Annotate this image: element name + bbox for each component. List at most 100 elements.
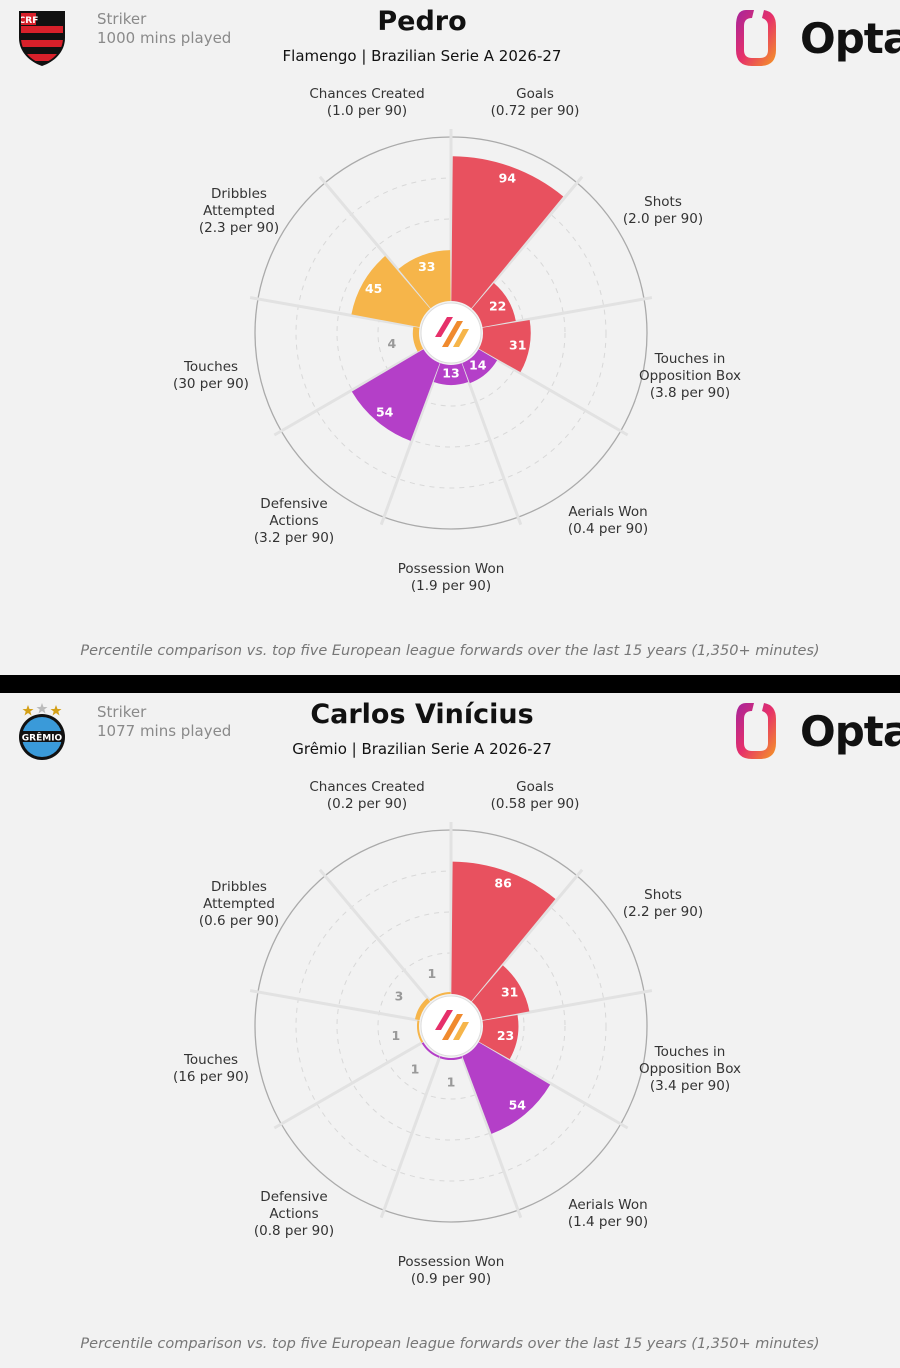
radar-spoke (482, 989, 653, 1022)
radar-sector-3 (462, 349, 498, 384)
radar-spoke (477, 1040, 629, 1130)
radar-category-label: (0.4 per 90) (568, 521, 648, 537)
percentile-radar-chart: 94 Goals(0.72 per 90) 22 Shots(2.0 per 90) 3… (173, 86, 741, 594)
radar-category-label: Possession Won (398, 1254, 505, 1270)
player-team-league: Grêmio | Brazilian Serie A 2026-27 (292, 740, 552, 758)
radar-sector-6 (412, 326, 424, 352)
radar-sector-4 (433, 363, 469, 386)
radar-category-label: (2.3 per 90) (199, 220, 279, 236)
radar-category-label: (0.6 per 90) (199, 913, 279, 929)
radar-value-label: 14 (469, 357, 487, 372)
radar-category-label: Attempted (203, 203, 275, 219)
radar-category-label: Shots (644, 194, 682, 210)
radar-category-label: Aerials Won (568, 504, 647, 520)
opta-mark-icon (435, 1010, 469, 1040)
radar-sector-2 (478, 1014, 519, 1060)
svg-text:CRF: CRF (19, 16, 39, 26)
radar-category-label: Defensive (260, 496, 327, 512)
radar-spoke (318, 868, 432, 1003)
radar-sector-2 (478, 319, 531, 373)
radar-grid-ring (336, 911, 566, 1141)
radar-sector-5 (351, 349, 440, 441)
gremio-crest: GRÊMIO (19, 703, 65, 760)
radar-value-label: 4 (388, 336, 397, 351)
radar-spoke (460, 1055, 523, 1219)
chart-footnote: Percentile comparison vs. top five Europ… (80, 1336, 820, 1352)
radar-value-label: 1 (447, 1075, 456, 1090)
radar-spoke (249, 296, 420, 329)
radar-sector-8 (398, 250, 451, 309)
radar-sector-8 (429, 992, 451, 1002)
player-card-pedro: CRF Striker 1000 mins played Pedro Flame… (0, 0, 900, 675)
radar-category-label: Dribbles (211, 186, 267, 202)
radar-category-label: (0.2 per 90) (327, 796, 407, 812)
radar-category-label: Goals (516, 86, 554, 102)
chart-footnote: Percentile comparison vs. top five Europ… (80, 643, 820, 659)
panel-divider (0, 675, 900, 693)
radar-category-label: Aerials Won (568, 1197, 647, 1213)
radar-sector-4 (439, 1056, 463, 1060)
radar-category-label: (0.9 per 90) (411, 1271, 491, 1287)
radar-category-label: (0.8 per 90) (254, 1223, 334, 1239)
radar-value-label: 3 (395, 989, 404, 1004)
radar-category-label: Opposition Box (639, 1061, 741, 1077)
radar-spoke (470, 868, 584, 1003)
radar-spoke (273, 347, 425, 437)
radar-spoke (482, 296, 653, 329)
radar-spoke (318, 175, 432, 310)
player-minutes: 1077 mins played (97, 722, 232, 740)
radar-sector-6 (417, 1020, 424, 1043)
radar-category-label: Touches in (654, 1044, 726, 1060)
radar-spoke (470, 175, 584, 310)
radar-category-label: Touches (183, 1052, 238, 1068)
radar-category-label: Opposition Box (639, 368, 741, 384)
player-position: Striker (97, 703, 147, 721)
radar-value-label: 54 (376, 405, 394, 420)
radar-category-label: (2.0 per 90) (623, 211, 703, 227)
radar-spoke (273, 1040, 425, 1130)
radar-category-label: Touches (183, 359, 238, 375)
radar-category-label: Attempted (203, 896, 275, 912)
radar-value-label: 33 (418, 259, 435, 274)
player-name: Pedro (377, 6, 467, 37)
radar-category-label: (16 per 90) (173, 1069, 249, 1085)
player-card-carlos-vinicius: GRÊMIO Striker 1077 mins played Carlos V… (0, 693, 900, 1368)
radar-category-label: Touches in (654, 351, 726, 367)
opta-logo-icon (736, 10, 776, 66)
radar-value-label: 54 (509, 1098, 527, 1113)
radar-value-label: 1 (411, 1061, 420, 1076)
radar-sector-0 (451, 861, 556, 1002)
radar-category-label: Chances Created (309, 779, 424, 795)
radar-category-label: (0.72 per 90) (491, 103, 580, 119)
radar-category-label: (2.2 per 90) (623, 904, 703, 920)
radar-sector-7 (351, 256, 431, 328)
flamengo-crest: CRF (19, 11, 65, 66)
radar-category-label: (0.58 per 90) (491, 796, 580, 812)
radar-category-label: Possession Won (398, 561, 505, 577)
radar-value-label: 94 (499, 171, 517, 186)
radar-category-label: (3.2 per 90) (254, 530, 334, 546)
radar-value-label: 1 (391, 1028, 400, 1043)
radar-value-label: 86 (494, 875, 512, 890)
radar-category-label: (1.9 per 90) (411, 578, 491, 594)
radar-spoke (249, 989, 420, 1022)
opta-wordmark: Opta (800, 14, 900, 63)
radar-category-label: Goals (516, 779, 554, 795)
radar-category-label: (3.8 per 90) (650, 385, 730, 401)
opta-wordmark: Opta (800, 707, 900, 756)
opta-mark-icon (435, 317, 469, 347)
player-meta: Striker 1000 mins played (97, 10, 231, 48)
radar-sector-5 (421, 1042, 440, 1058)
radar-sector-1 (471, 965, 530, 1021)
radar-category-label: (30 per 90) (173, 376, 249, 392)
radar-category-label: (3.4 per 90) (650, 1078, 730, 1094)
player-meta: Striker 1077 mins played (97, 703, 231, 741)
radar-value-label: 1 (427, 966, 436, 981)
radar-sector-1 (471, 282, 516, 328)
radar-spoke (477, 347, 629, 437)
radar-category-label: (1.4 per 90) (568, 1214, 648, 1230)
radar-spoke (379, 1055, 442, 1219)
radar-value-label: 13 (442, 366, 459, 381)
radar-value-label: 45 (365, 281, 382, 296)
